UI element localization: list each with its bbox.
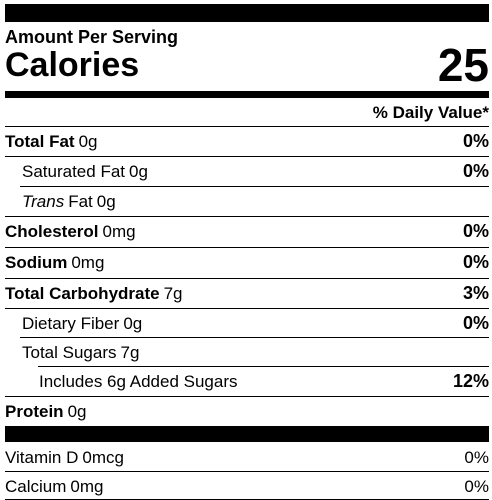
rule — [5, 126, 489, 127]
nutrient-amount: 0g — [96, 192, 116, 211]
rule — [5, 247, 489, 248]
calories-label: Calories — [5, 46, 140, 84]
thick-rule — [5, 426, 489, 442]
nutrient-label: Protein — [5, 402, 64, 421]
nutrient-amount: 0mg — [102, 222, 136, 241]
daily-value: 0% — [462, 221, 489, 241]
daily-value: 3% — [462, 283, 489, 303]
vitamin-label: Calcium — [5, 477, 67, 496]
nutrient-label: Total Fat — [5, 132, 75, 151]
rule — [38, 366, 489, 367]
nutrient-label: Cholesterol — [5, 222, 99, 241]
nutrient-amount: 0g — [129, 162, 148, 181]
daily-value: 12% — [452, 371, 489, 391]
nutrient-row: Trans Fat 0g — [5, 187, 489, 216]
nutrient-row: Total Fat 0g 0% — [5, 127, 489, 156]
nutrient-row: Saturated Fat 0g 0% — [5, 157, 489, 186]
nutrient-row: Protein 0g — [5, 397, 489, 426]
nutrient-amount: 0g — [123, 314, 143, 333]
nutrient-label: Fat — [68, 192, 93, 211]
amount-per-serving: Amount Per Serving — [5, 27, 179, 47]
vitamin-amount: 0mg — [70, 477, 104, 496]
nutrient-label: Includes 6g Added Sugars — [39, 372, 238, 391]
nutrient-amount: 0g — [67, 402, 87, 421]
nutrient-row: Dietary Fiber 0g 0% — [5, 309, 489, 338]
vitamin-row: Calcium 0mg 0% — [5, 472, 489, 500]
nutrient-label: Dietary Fiber — [22, 314, 120, 333]
vitamin-label: Vitamin D — [5, 448, 79, 467]
rule — [5, 308, 489, 309]
nutrient-label-italic: Trans — [22, 192, 65, 211]
nutrient-label: Sodium — [5, 253, 68, 272]
nutrient-row: Total Carbohydrate 7g 3% — [5, 279, 489, 308]
daily-value: 0% — [464, 448, 489, 467]
nutrient-label: Total Sugars — [22, 343, 117, 362]
vitamin-row: Vitamin D 0mcg 0% — [5, 443, 489, 472]
vitamin-amount: 0mcg — [82, 448, 124, 467]
rule — [5, 156, 489, 157]
nutrient-amount: 7g — [163, 284, 183, 303]
nutrient-row: Cholesterol 0mg 0% — [5, 217, 489, 246]
rule — [5, 396, 489, 397]
daily-value: 0% — [462, 313, 489, 333]
daily-value: 0% — [462, 252, 489, 272]
daily-value: 0% — [462, 161, 489, 181]
daily-value: 0% — [462, 131, 489, 151]
nutrient-amount: 0g — [78, 132, 98, 151]
calories-value: 25 — [437, 39, 489, 91]
top-bar — [5, 4, 489, 22]
nutrient-amount: 0mg — [71, 253, 105, 272]
nutrient-label: Total Carbohydrate — [5, 284, 160, 303]
rule — [5, 278, 489, 279]
nutrient-row: Sodium 0mg 0% — [5, 248, 489, 277]
nutrient-row: Includes 6g Added Sugars 12% — [5, 367, 489, 396]
rule — [5, 471, 489, 472]
nutrient-label: Saturated Fat — [22, 162, 126, 181]
daily-value: 0% — [464, 477, 489, 496]
rule — [20, 337, 489, 338]
nutrient-row: Total Sugars 7g — [5, 338, 489, 367]
rule — [5, 216, 489, 217]
nutrient-amount: 7g — [120, 343, 140, 362]
thick-rule — [5, 91, 489, 98]
rule — [20, 186, 489, 187]
daily-value-header: % Daily Value* — [372, 103, 489, 122]
